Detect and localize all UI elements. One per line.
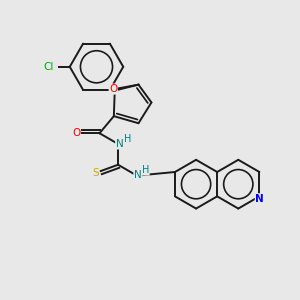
Text: N: N xyxy=(116,139,123,149)
Text: S: S xyxy=(92,167,99,178)
Text: Cl: Cl xyxy=(44,62,54,72)
Text: O: O xyxy=(109,84,117,94)
Text: O: O xyxy=(72,128,80,138)
Text: N: N xyxy=(134,170,142,180)
Text: H: H xyxy=(124,134,131,144)
Text: N: N xyxy=(255,194,264,204)
Text: H: H xyxy=(142,165,149,175)
